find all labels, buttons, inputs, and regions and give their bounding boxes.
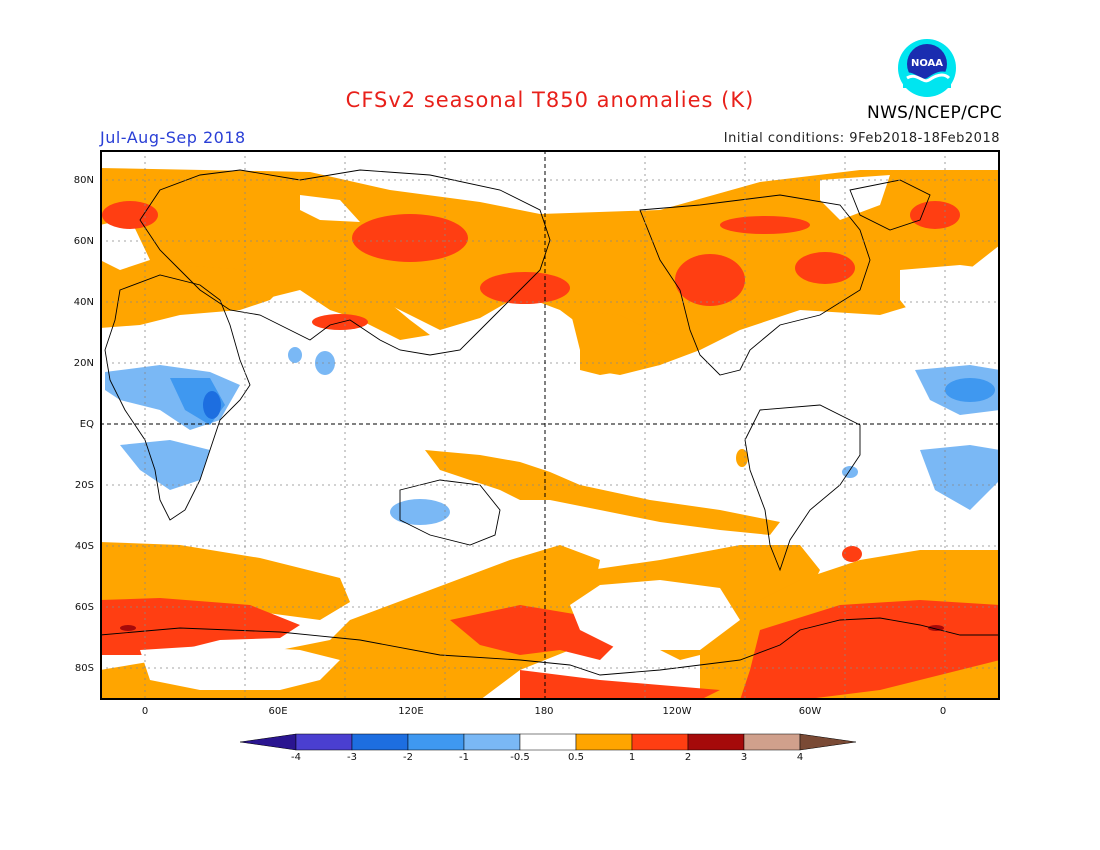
warm-core-south-atlantic xyxy=(842,546,862,562)
coastline-antarctica xyxy=(100,617,1000,676)
cool-anomaly-arabia xyxy=(288,347,302,363)
warm-core-strong-west xyxy=(120,625,136,631)
warm-anomaly-asia xyxy=(175,242,430,340)
coastline-eurasia xyxy=(139,169,551,356)
colorbar-swatch-max xyxy=(799,733,857,751)
season-label: Jul-Aug-Sep 2018 xyxy=(100,128,246,147)
warm-core-north-pacific xyxy=(480,272,570,304)
cool-anomaly-southern-africa xyxy=(120,440,210,490)
logo-text: NOAA xyxy=(911,58,943,69)
lon-label: 60E xyxy=(268,706,288,717)
lat-label: 60S xyxy=(74,602,94,613)
colorbar-swatch-min xyxy=(240,733,297,751)
lon-label: 180 xyxy=(534,706,554,717)
neutral-patch-atlantic xyxy=(900,265,1000,325)
equator-dateline xyxy=(100,150,1000,700)
warm-core-southern-indian xyxy=(100,598,300,655)
lon-label: 120E xyxy=(398,706,424,717)
colorbar-label: 1 xyxy=(628,752,636,763)
colorbar-swatch xyxy=(743,733,801,751)
colorbar-swatch xyxy=(575,733,633,751)
warm-core-siberia xyxy=(352,214,468,262)
colorbar-label: -1 xyxy=(459,752,469,763)
lon-label: 0 xyxy=(141,706,149,717)
anomaly-map xyxy=(100,150,1000,700)
agency-label: NWS/NCEP/CPC xyxy=(867,103,1002,123)
graticule xyxy=(100,150,1000,700)
warm-core-strong-east xyxy=(928,625,944,631)
colorbar-label: -3 xyxy=(347,752,357,763)
warm-anomaly-peru xyxy=(736,449,748,467)
coastline-africa xyxy=(104,274,251,521)
colorbar-label: -4 xyxy=(291,752,301,763)
colorbar-label: -0.5 xyxy=(510,752,530,763)
map-title: CFSv2 seasonal T850 anomalies (K) xyxy=(345,88,755,112)
colorbar-swatch xyxy=(295,733,353,751)
colorbar-swatch xyxy=(519,733,577,751)
warm-core-arctic-canada xyxy=(720,216,810,234)
colorbar-label: 2 xyxy=(684,752,692,763)
neutral-patch-siberia xyxy=(300,195,360,222)
colorbar-label: 3 xyxy=(740,752,748,763)
lat-label: 40S xyxy=(74,541,94,552)
lat-label: 20N xyxy=(73,358,94,369)
lat-label: 60N xyxy=(73,236,94,247)
colorbar-swatch xyxy=(631,733,689,751)
colorbar-swatch xyxy=(463,733,521,751)
coastline-south-america xyxy=(744,404,861,572)
colorbar-swatch xyxy=(687,733,745,751)
cool-anomaly-atlantic-core xyxy=(945,378,995,402)
warm-core-scandinavia xyxy=(102,201,158,229)
warm-anomaly-east-pacific xyxy=(570,310,680,375)
cool-anomaly-australia xyxy=(390,499,450,525)
colorbar-label: 0.5 xyxy=(568,752,584,763)
map-frame xyxy=(100,150,1000,700)
cool-anomaly-india xyxy=(315,351,335,375)
initial-conditions-label: Initial conditions: 9Feb2018-18Feb2018 xyxy=(723,131,1000,146)
cool-anomaly-brazil xyxy=(842,466,858,478)
colorbar xyxy=(240,733,857,751)
neutral-patch-east-antarctica xyxy=(140,645,340,690)
coastline-australia xyxy=(399,479,501,546)
coastlines xyxy=(100,169,1000,676)
lat-label: 80S xyxy=(74,663,94,674)
colorbar-label: 4 xyxy=(796,752,804,763)
warm-anomaly-south-pacific xyxy=(425,450,780,535)
cool-anomaly-southwest-africa xyxy=(920,445,1000,510)
warm-core-central-asia xyxy=(312,314,368,330)
lon-label: 0 xyxy=(939,706,947,717)
warm-core-canada xyxy=(795,252,855,284)
lat-label: 40N xyxy=(73,297,94,308)
neutral-patch-europe xyxy=(100,218,150,270)
neutral-patch-amundsen xyxy=(570,580,740,650)
colorbar-swatch xyxy=(407,733,465,751)
noaa-logo: NOAA xyxy=(898,39,956,97)
lat-label: 80N xyxy=(73,175,94,186)
warm-core-north-america xyxy=(675,254,745,306)
colorbar-swatch xyxy=(351,733,409,751)
warm-core-north-atlantic xyxy=(910,201,960,229)
anomaly-fields xyxy=(100,150,1000,700)
neutral-patch-greenland xyxy=(820,175,890,220)
colorbar-label: -2 xyxy=(403,752,413,763)
cool-anomaly-africa-strong xyxy=(203,391,221,419)
coastline-north-america xyxy=(639,194,871,376)
lat-label: 20S xyxy=(74,480,94,491)
lat-label: EQ xyxy=(79,419,94,430)
lon-label: 120W xyxy=(662,706,692,717)
warm-core-weddell-sea xyxy=(740,600,1000,700)
warm-core-antarctic-coast xyxy=(520,670,720,700)
lon-label: 60W xyxy=(798,706,822,717)
